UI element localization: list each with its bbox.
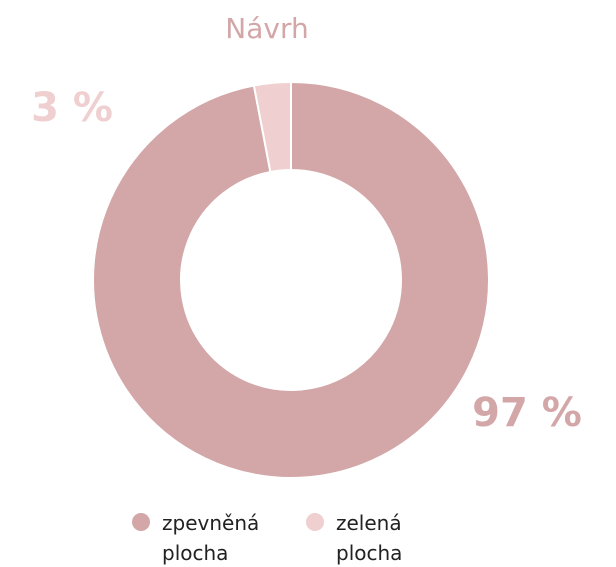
legend-item: zpevněná plocha <box>132 508 262 567</box>
legend-item: zelená plocha <box>306 508 436 567</box>
legend-label: zelená plocha <box>336 511 403 565</box>
slice <box>252 80 292 174</box>
chart-title: Návrh <box>225 12 308 45</box>
value-label: 97 % <box>472 390 582 436</box>
legend-swatch <box>306 513 324 531</box>
legend-label: zpevněná plocha <box>162 511 260 565</box>
value-label: 3 % <box>31 85 113 131</box>
slice <box>92 80 490 479</box>
legend-swatch <box>132 513 150 531</box>
